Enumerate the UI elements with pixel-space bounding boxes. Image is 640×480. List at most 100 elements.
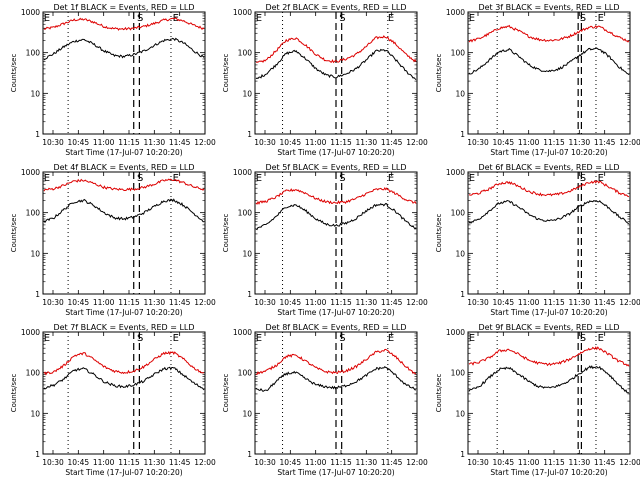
x-axis-label: Start Time (17-Jul-07 10:20:20) [490,148,607,157]
x-axis-label: Start Time (17-Jul-07 10:20:20) [277,148,394,157]
x-tick-label: 11:00 [518,298,540,307]
lld-rate-series [468,24,630,43]
y-tick-label: 1 [35,290,40,299]
interval-marker: S [137,13,143,24]
x-axis-label: Start Time (17-Jul-07 10:20:20) [277,468,394,477]
panel-title: Det 4f BLACK = Events, RED = LLD [53,163,194,172]
y-axis-label: Counts/sec [10,214,18,253]
x-tick-label: 11:15 [118,138,140,147]
interval-marker: E [44,173,50,184]
x-tick-label: 11:30 [144,458,166,467]
x-tick-label: 10:30 [254,138,276,147]
x-axis-label: Start Time (17-Jul-07 10:20:20) [65,148,182,157]
y-tick-label: 100 [26,369,41,378]
interval-marker: E [256,173,262,184]
interval-marker: E [388,173,394,184]
y-axis-label: Counts/sec [10,374,18,413]
events-rate-series [43,366,205,391]
y-tick-label: 1000 [446,168,465,177]
y-axis-label: Counts/sec [222,54,230,93]
events-rate-series [468,199,630,224]
y-tick-label: 100 [238,369,253,378]
x-tick-label: 10:45 [68,298,90,307]
x-tick-label: 11:00 [305,138,327,147]
y-tick-label: 1000 [21,8,40,17]
y-axis-label: Counts/sec [435,374,443,413]
lld-rate-series [43,350,205,376]
x-tick-label: 10:30 [254,298,276,307]
interval-marker: E [469,13,475,24]
y-tick-label: 100 [451,209,466,218]
interval-marker: E [44,13,50,24]
y-tick-label: 1000 [233,328,252,337]
y-tick-label: 10 [242,89,252,98]
lld-rate-series [255,187,417,205]
y-tick-label: 1000 [21,168,40,177]
interval-marker: E [598,173,604,184]
x-axis-label: Start Time (17-Jul-07 10:20:20) [65,308,182,317]
x-tick-label: 10:30 [254,458,276,467]
y-tick-label: 1 [460,130,465,139]
y-tick-label: 1 [460,450,465,459]
y-tick-label: 100 [451,369,466,378]
plot-frame [42,11,206,135]
x-tick-label: 12:00 [406,298,428,307]
x-axis-label: Start Time (17-Jul-07 10:20:20) [490,468,607,477]
lld-rate-series [43,17,205,31]
interval-marker: S [580,333,586,344]
events-rate-series [468,365,629,394]
interval-marker: E [469,333,475,344]
y-tick-label: 10 [242,249,252,258]
x-axis-label: Start Time (17-Jul-07 10:20:20) [490,308,607,317]
x-tick-label: 11:45 [381,138,403,147]
x-tick-label: 10:45 [280,138,302,147]
x-tick-label: 11:30 [569,458,591,467]
x-tick-label: 11:15 [118,458,140,467]
lld-rate-series [468,180,630,198]
interval-marker: S [137,173,143,184]
panel-det-9: Det 9f BLACK = Events, RED = LLD 1 10 100 10… [435,323,640,477]
y-tick-label: 1 [35,450,40,459]
interval-marker: E [598,13,604,24]
plot-frame [467,171,631,295]
x-tick-label: 11:45 [381,298,403,307]
x-tick-label: 11:45 [594,298,616,307]
x-tick-label: 12:00 [406,138,428,147]
x-tick-label: 10:45 [493,458,515,467]
x-tick-label: 11:45 [169,298,191,307]
x-tick-label: 11:30 [356,298,378,307]
x-tick-label: 10:30 [42,458,64,467]
x-axis-label: Start Time (17-Jul-07 10:20:20) [65,468,182,477]
x-tick-label: 11:00 [305,458,327,467]
x-tick-label: 10:30 [467,298,489,307]
y-axis-label: Counts/sec [222,214,230,253]
x-tick-label: 10:45 [68,458,90,467]
interval-marker: E [173,333,179,344]
x-tick-label: 11:30 [569,298,591,307]
x-tick-label: 11:00 [93,298,115,307]
x-tick-label: 11:15 [330,458,352,467]
x-tick-label: 11:30 [356,138,378,147]
lld-rate-series [43,178,205,192]
y-tick-label: 1 [247,290,252,299]
panel-det-2: Det 2f BLACK = Events, RED = LLD 1 10 100 10… [222,3,428,157]
y-tick-label: 10 [30,89,40,98]
x-axis-label: Start Time (17-Jul-07 10:20:20) [277,308,394,317]
interval-marker: S [580,13,586,24]
y-tick-label: 1000 [233,8,252,17]
x-tick-label: 10:30 [467,458,489,467]
y-tick-label: 1 [247,130,252,139]
x-tick-label: 11:45 [169,138,191,147]
interval-marker: E [388,13,394,24]
x-tick-label: 12:00 [194,458,216,467]
panel-title: Det 2f BLACK = Events, RED = LLD [265,3,406,12]
x-tick-label: 10:45 [493,138,515,147]
y-tick-label: 100 [238,49,253,58]
panel-title: Det 1f BLACK = Events, RED = LLD [53,3,194,12]
x-tick-label: 11:45 [594,458,616,467]
y-tick-label: 10 [242,409,252,418]
events-rate-series [255,48,417,81]
interval-marker: E [598,333,604,344]
panel-title: Det 7f BLACK = Events, RED = LLD [53,323,194,332]
y-tick-label: 1 [460,290,465,299]
